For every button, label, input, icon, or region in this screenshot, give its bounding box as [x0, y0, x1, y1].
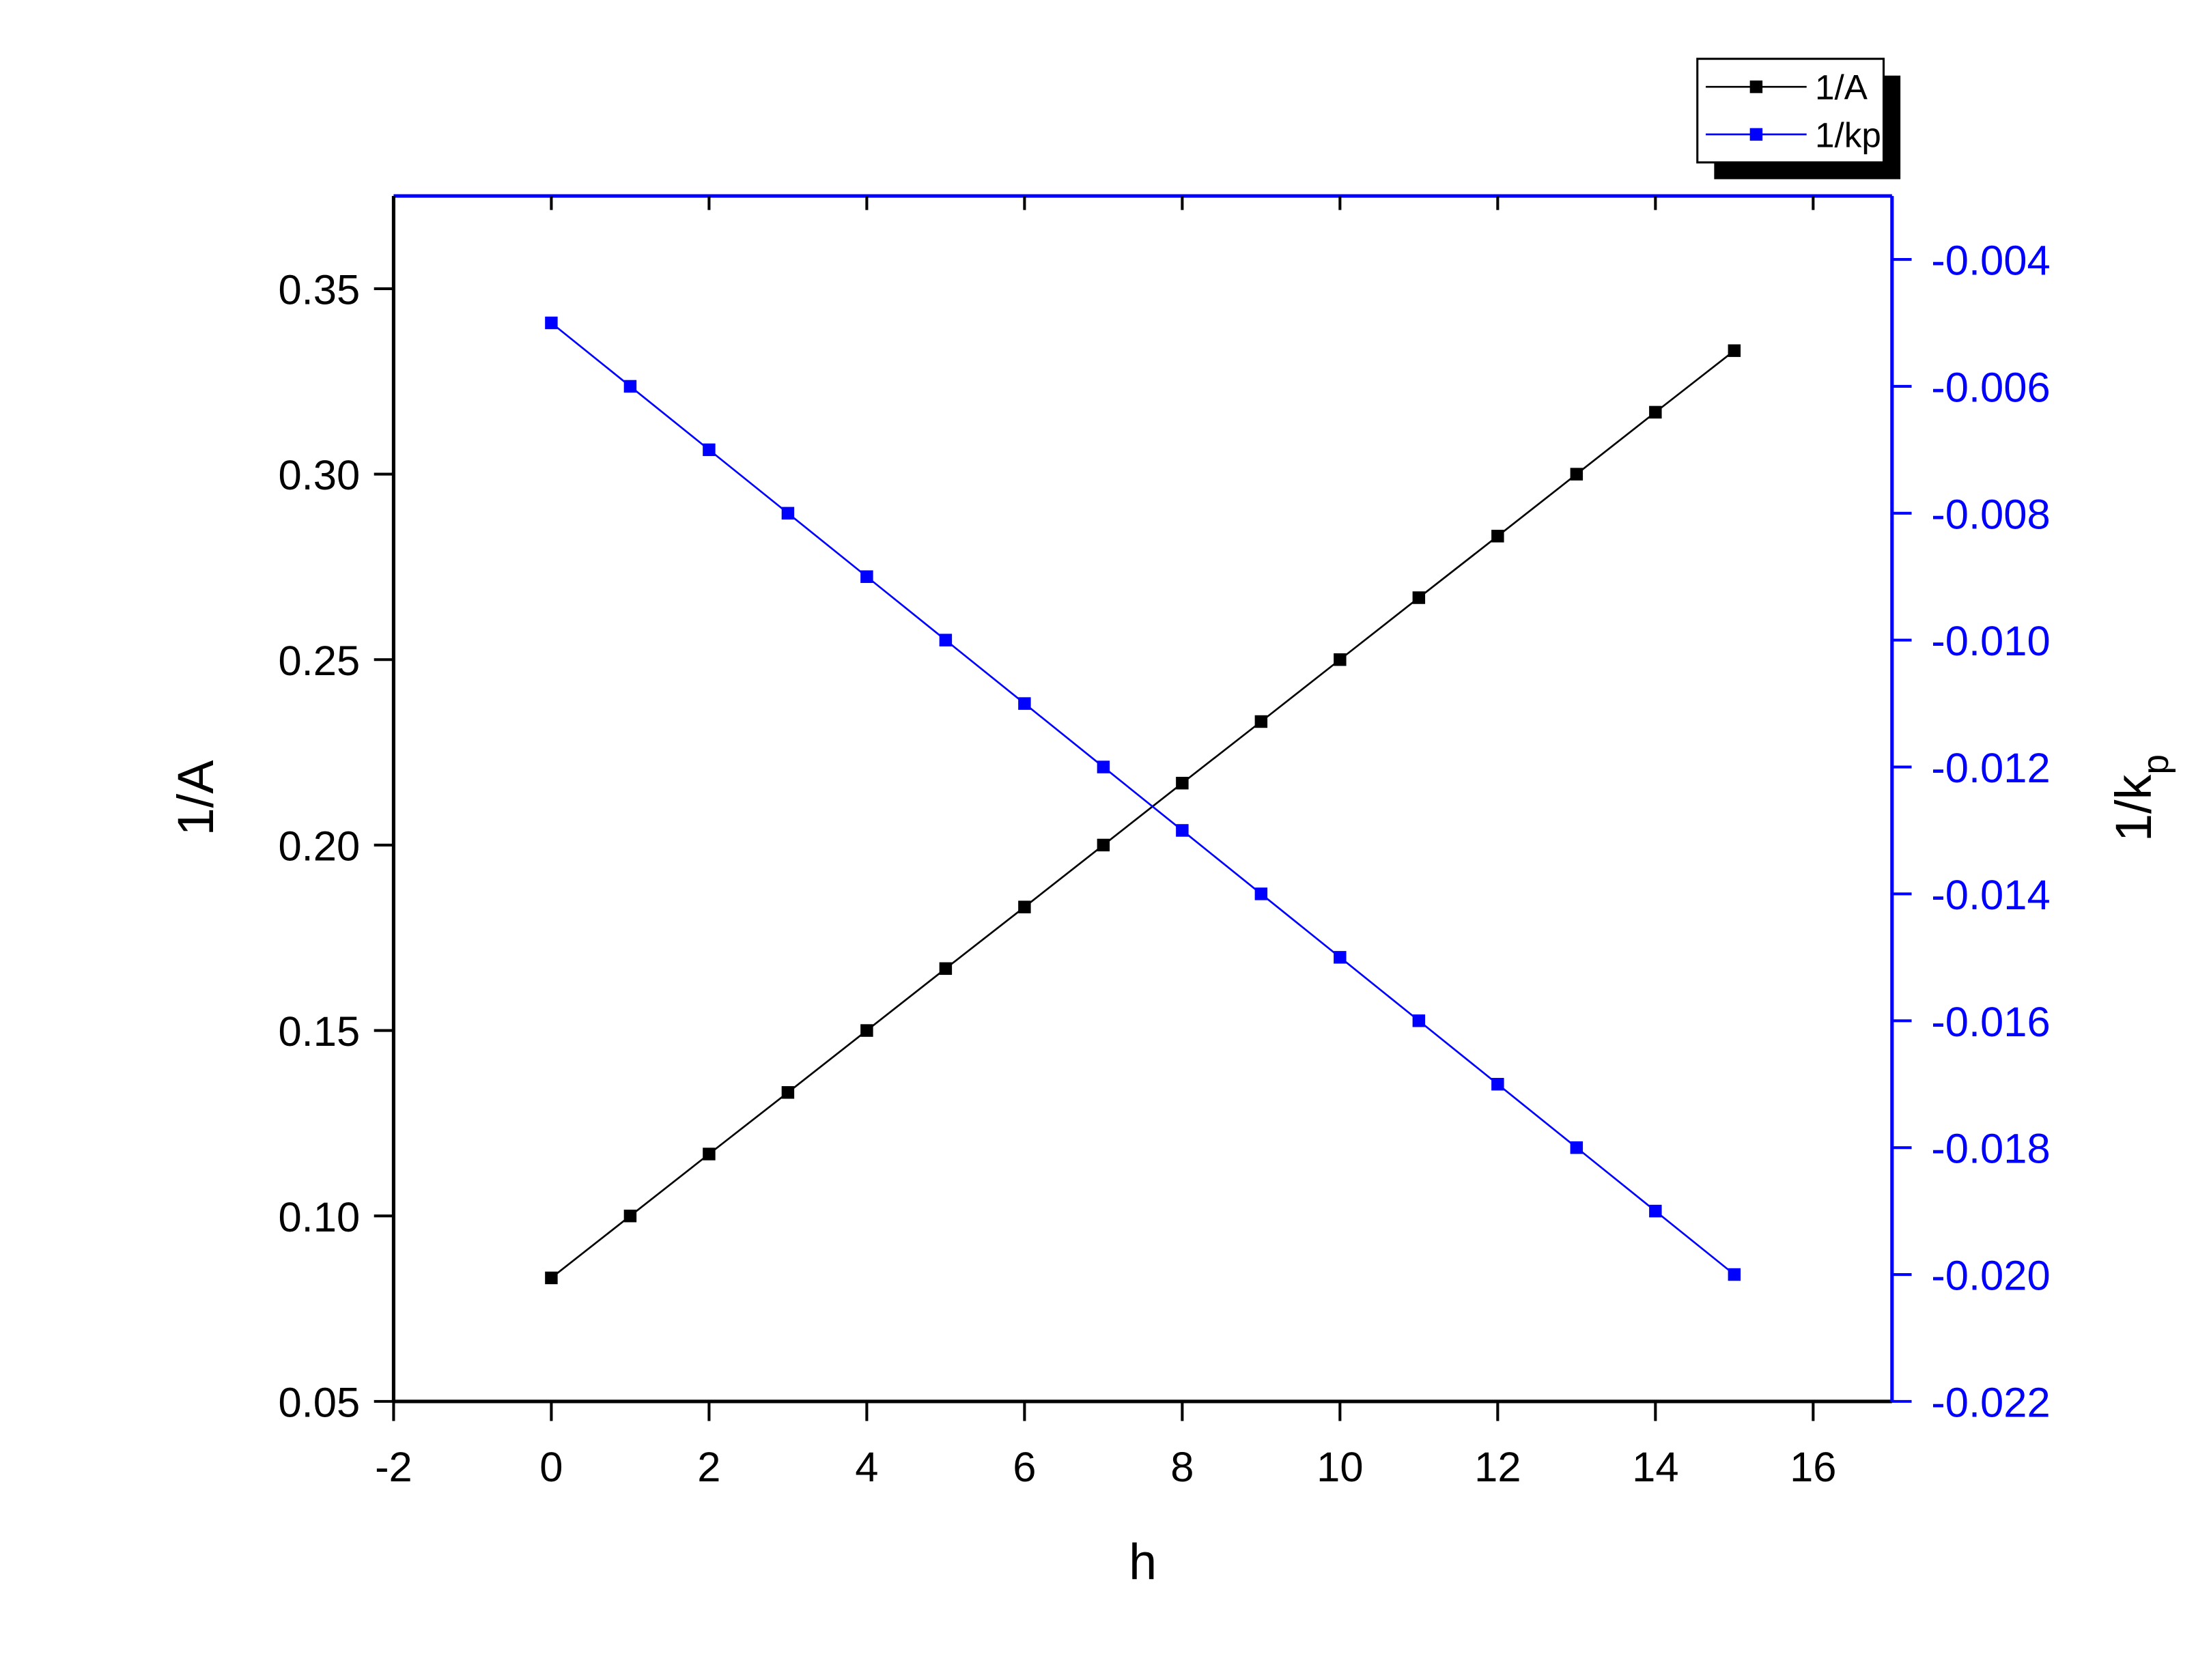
series-line [550, 350, 1735, 1279]
point [1570, 468, 1583, 481]
y-tick-label: 0.35 [278, 267, 360, 314]
point [1412, 1014, 1426, 1027]
y2-tick-label: -0.008 [1931, 491, 2050, 538]
point [1649, 405, 1662, 419]
point [1254, 887, 1268, 900]
y2-tick-label: -0.020 [1931, 1253, 2050, 1300]
point [1176, 824, 1189, 837]
point [1728, 1268, 1741, 1281]
x-tick-label: 10 [1317, 1444, 1363, 1491]
point [781, 1086, 795, 1099]
point [1254, 715, 1268, 728]
point [1097, 760, 1110, 773]
y2-tick-label: -0.010 [1931, 618, 2050, 665]
x-axis-label: h [1129, 1533, 1157, 1590]
point [781, 507, 795, 520]
point [703, 1148, 716, 1161]
y-tick-label: 0.15 [278, 1008, 360, 1055]
point [1334, 951, 1347, 964]
x-tick-label: 2 [697, 1444, 720, 1491]
y-axis-label: 1/A [167, 760, 224, 836]
x-tick-label: 6 [1013, 1444, 1036, 1491]
point [860, 570, 873, 583]
point [860, 1024, 873, 1037]
y2-tick-label: -0.016 [1931, 999, 2050, 1046]
y2-label-main: 1/k [2105, 773, 2162, 842]
y2-tick-label: -0.022 [1931, 1379, 2050, 1426]
point [1491, 1077, 1504, 1091]
point [1728, 344, 1741, 357]
y-tick-label: 0.10 [278, 1194, 360, 1241]
y-tick-label: 0.30 [278, 452, 360, 499]
y2-tick-label: -0.014 [1931, 872, 2050, 919]
series-line [550, 322, 1735, 1276]
point [1412, 591, 1426, 604]
point [1491, 530, 1504, 543]
legend-marker [1749, 80, 1763, 94]
legend-marker [1749, 128, 1763, 141]
point [939, 633, 953, 646]
x-tick-label: 16 [1790, 1444, 1836, 1491]
legend-box [1696, 57, 1885, 164]
point [1097, 838, 1110, 852]
point [1570, 1141, 1583, 1154]
x-tick-label: 14 [1632, 1444, 1678, 1491]
y-tick-label: 0.20 [278, 823, 360, 870]
x-tick-label: 4 [855, 1444, 878, 1491]
y2-label-sub: p [2136, 754, 2176, 775]
point [623, 380, 637, 393]
x-tick-label: 12 [1474, 1444, 1521, 1491]
point [1018, 697, 1031, 710]
x-tick-label: 8 [1170, 1444, 1194, 1491]
y2-tick-label: -0.006 [1931, 364, 2050, 411]
point [1176, 776, 1189, 790]
y2-axis-label: 1/kp [2105, 754, 2176, 842]
point [545, 1271, 558, 1285]
point [703, 443, 716, 457]
point [939, 962, 953, 976]
legend-label: 1/A [1815, 68, 1868, 107]
point [1018, 900, 1031, 913]
x-tick-label: 0 [539, 1444, 563, 1491]
y-tick-label: 0.25 [278, 638, 360, 685]
y2-tick-label: -0.004 [1931, 238, 2050, 285]
point [1649, 1204, 1662, 1218]
y-tick-label: 0.05 [278, 1379, 360, 1426]
point [545, 316, 558, 330]
point [1334, 653, 1347, 666]
legend-label: 1/kp [1815, 115, 1881, 154]
point [623, 1209, 637, 1223]
y2-tick-label: -0.018 [1931, 1126, 2050, 1173]
y2-tick-label: -0.012 [1931, 745, 2050, 792]
x-tick-label: -2 [375, 1444, 412, 1491]
